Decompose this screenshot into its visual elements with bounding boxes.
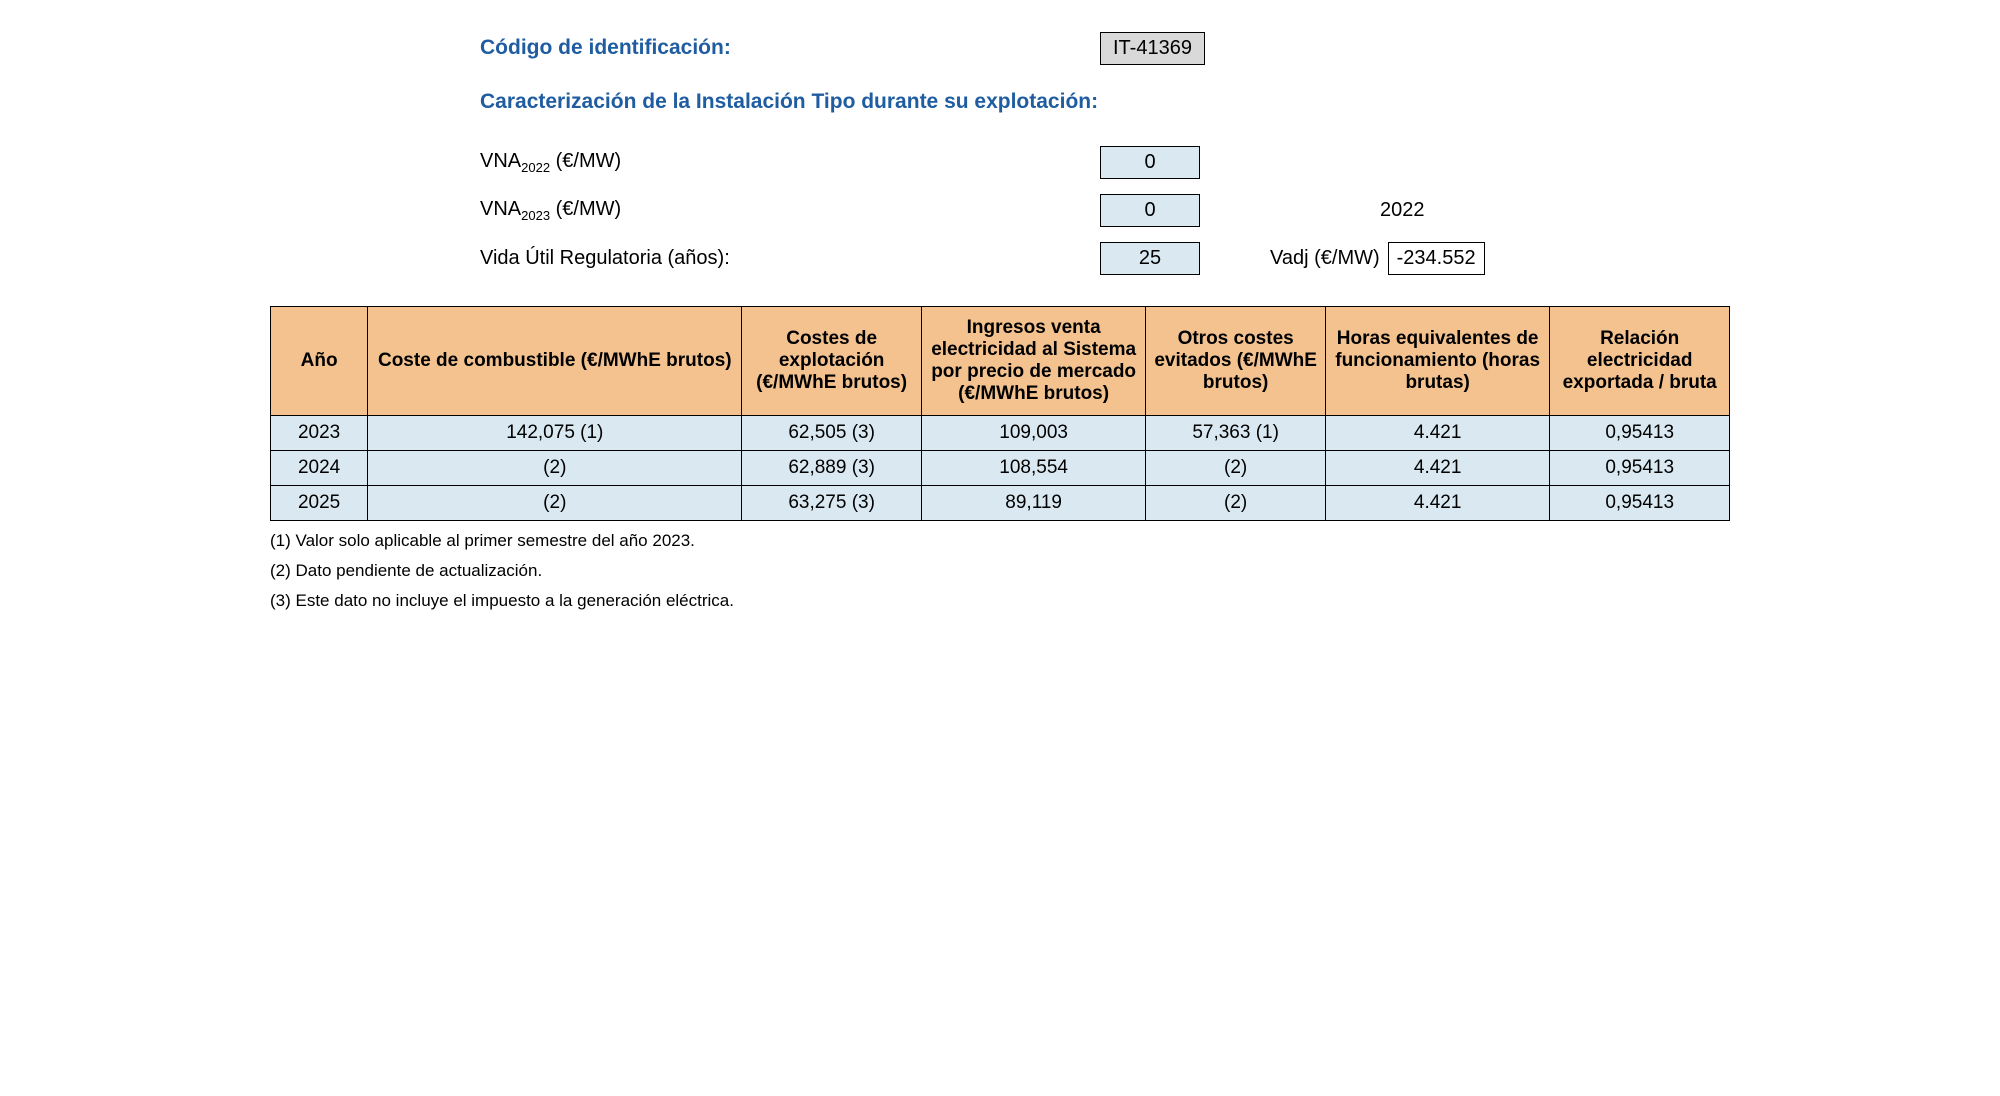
cell: 2024 [271, 451, 368, 486]
cell: 4.421 [1325, 486, 1549, 521]
cell: 57,363 (1) [1146, 416, 1326, 451]
cell: 108,554 [921, 451, 1145, 486]
cell: 142,075 (1) [368, 416, 742, 451]
col-header: Costes de explotación (€/MWhE brutos) [742, 307, 922, 416]
vadj-label: Vadj (€/MW) [1270, 247, 1380, 270]
vna-2023-label: VNA2023 (€/MW) [480, 198, 1100, 223]
footnote: (2) Dato pendiente de actualización. [270, 561, 1730, 581]
footnote: (3) Este dato no incluye el impuesto a l… [270, 591, 1730, 611]
cell: 2025 [271, 486, 368, 521]
table-row: 2024 (2) 62,889 (3) 108,554 (2) 4.421 0,… [271, 451, 1730, 486]
cell: 0,95413 [1550, 416, 1730, 451]
col-header: Año [271, 307, 368, 416]
col-header: Relación electricidad exportada / bruta [1550, 307, 1730, 416]
cell: 63,275 (3) [742, 486, 922, 521]
vna-2023-value: 0 [1100, 194, 1200, 227]
cell: 4.421 [1325, 451, 1549, 486]
cell: 62,889 (3) [742, 451, 922, 486]
section-title: Caracterización de la Instalación Tipo d… [480, 90, 1098, 114]
cell: (2) [368, 451, 742, 486]
cell: (2) [1146, 451, 1326, 486]
table-row: 2023 142,075 (1) 62,505 (3) 109,003 57,3… [271, 416, 1730, 451]
vida-value: 25 [1100, 242, 1200, 275]
cell: 109,003 [921, 416, 1145, 451]
cell: 0,95413 [1550, 486, 1730, 521]
cell: 89,119 [921, 486, 1145, 521]
id-code-label: Código de identificación: [480, 36, 1100, 60]
cell: 4.421 [1325, 416, 1549, 451]
col-header: Horas equivalentes de funcionamiento (ho… [1325, 307, 1549, 416]
table-header-row: Año Coste de combustible (€/MWhE brutos)… [271, 307, 1730, 416]
vadj-value: -234.552 [1388, 242, 1485, 275]
cell: (2) [1146, 486, 1326, 521]
cell: (2) [368, 486, 742, 521]
cell: 0,95413 [1550, 451, 1730, 486]
cell: 62,505 (3) [742, 416, 922, 451]
col-header: Coste de combustible (€/MWhE brutos) [368, 307, 742, 416]
table-row: 2025 (2) 63,275 (3) 89,119 (2) 4.421 0,9… [271, 486, 1730, 521]
col-header: Ingresos venta electricidad al Sistema p… [921, 307, 1145, 416]
characterization-table: Año Coste de combustible (€/MWhE brutos)… [270, 306, 1730, 521]
footnotes: (1) Valor solo aplicable al primer semes… [270, 531, 1730, 611]
vna-2022-label: VNA2022 (€/MW) [480, 150, 1100, 175]
col-header: Otros costes evitados (€/MWhE brutos) [1146, 307, 1326, 416]
footnote: (1) Valor solo aplicable al primer semes… [270, 531, 1730, 551]
year-right: 2022 [1380, 199, 1425, 222]
vida-label: Vida Útil Regulatoria (años): [480, 247, 1100, 270]
cell: 2023 [271, 416, 368, 451]
id-code-value: IT-41369 [1100, 32, 1205, 65]
vna-2022-value: 0 [1100, 146, 1200, 179]
